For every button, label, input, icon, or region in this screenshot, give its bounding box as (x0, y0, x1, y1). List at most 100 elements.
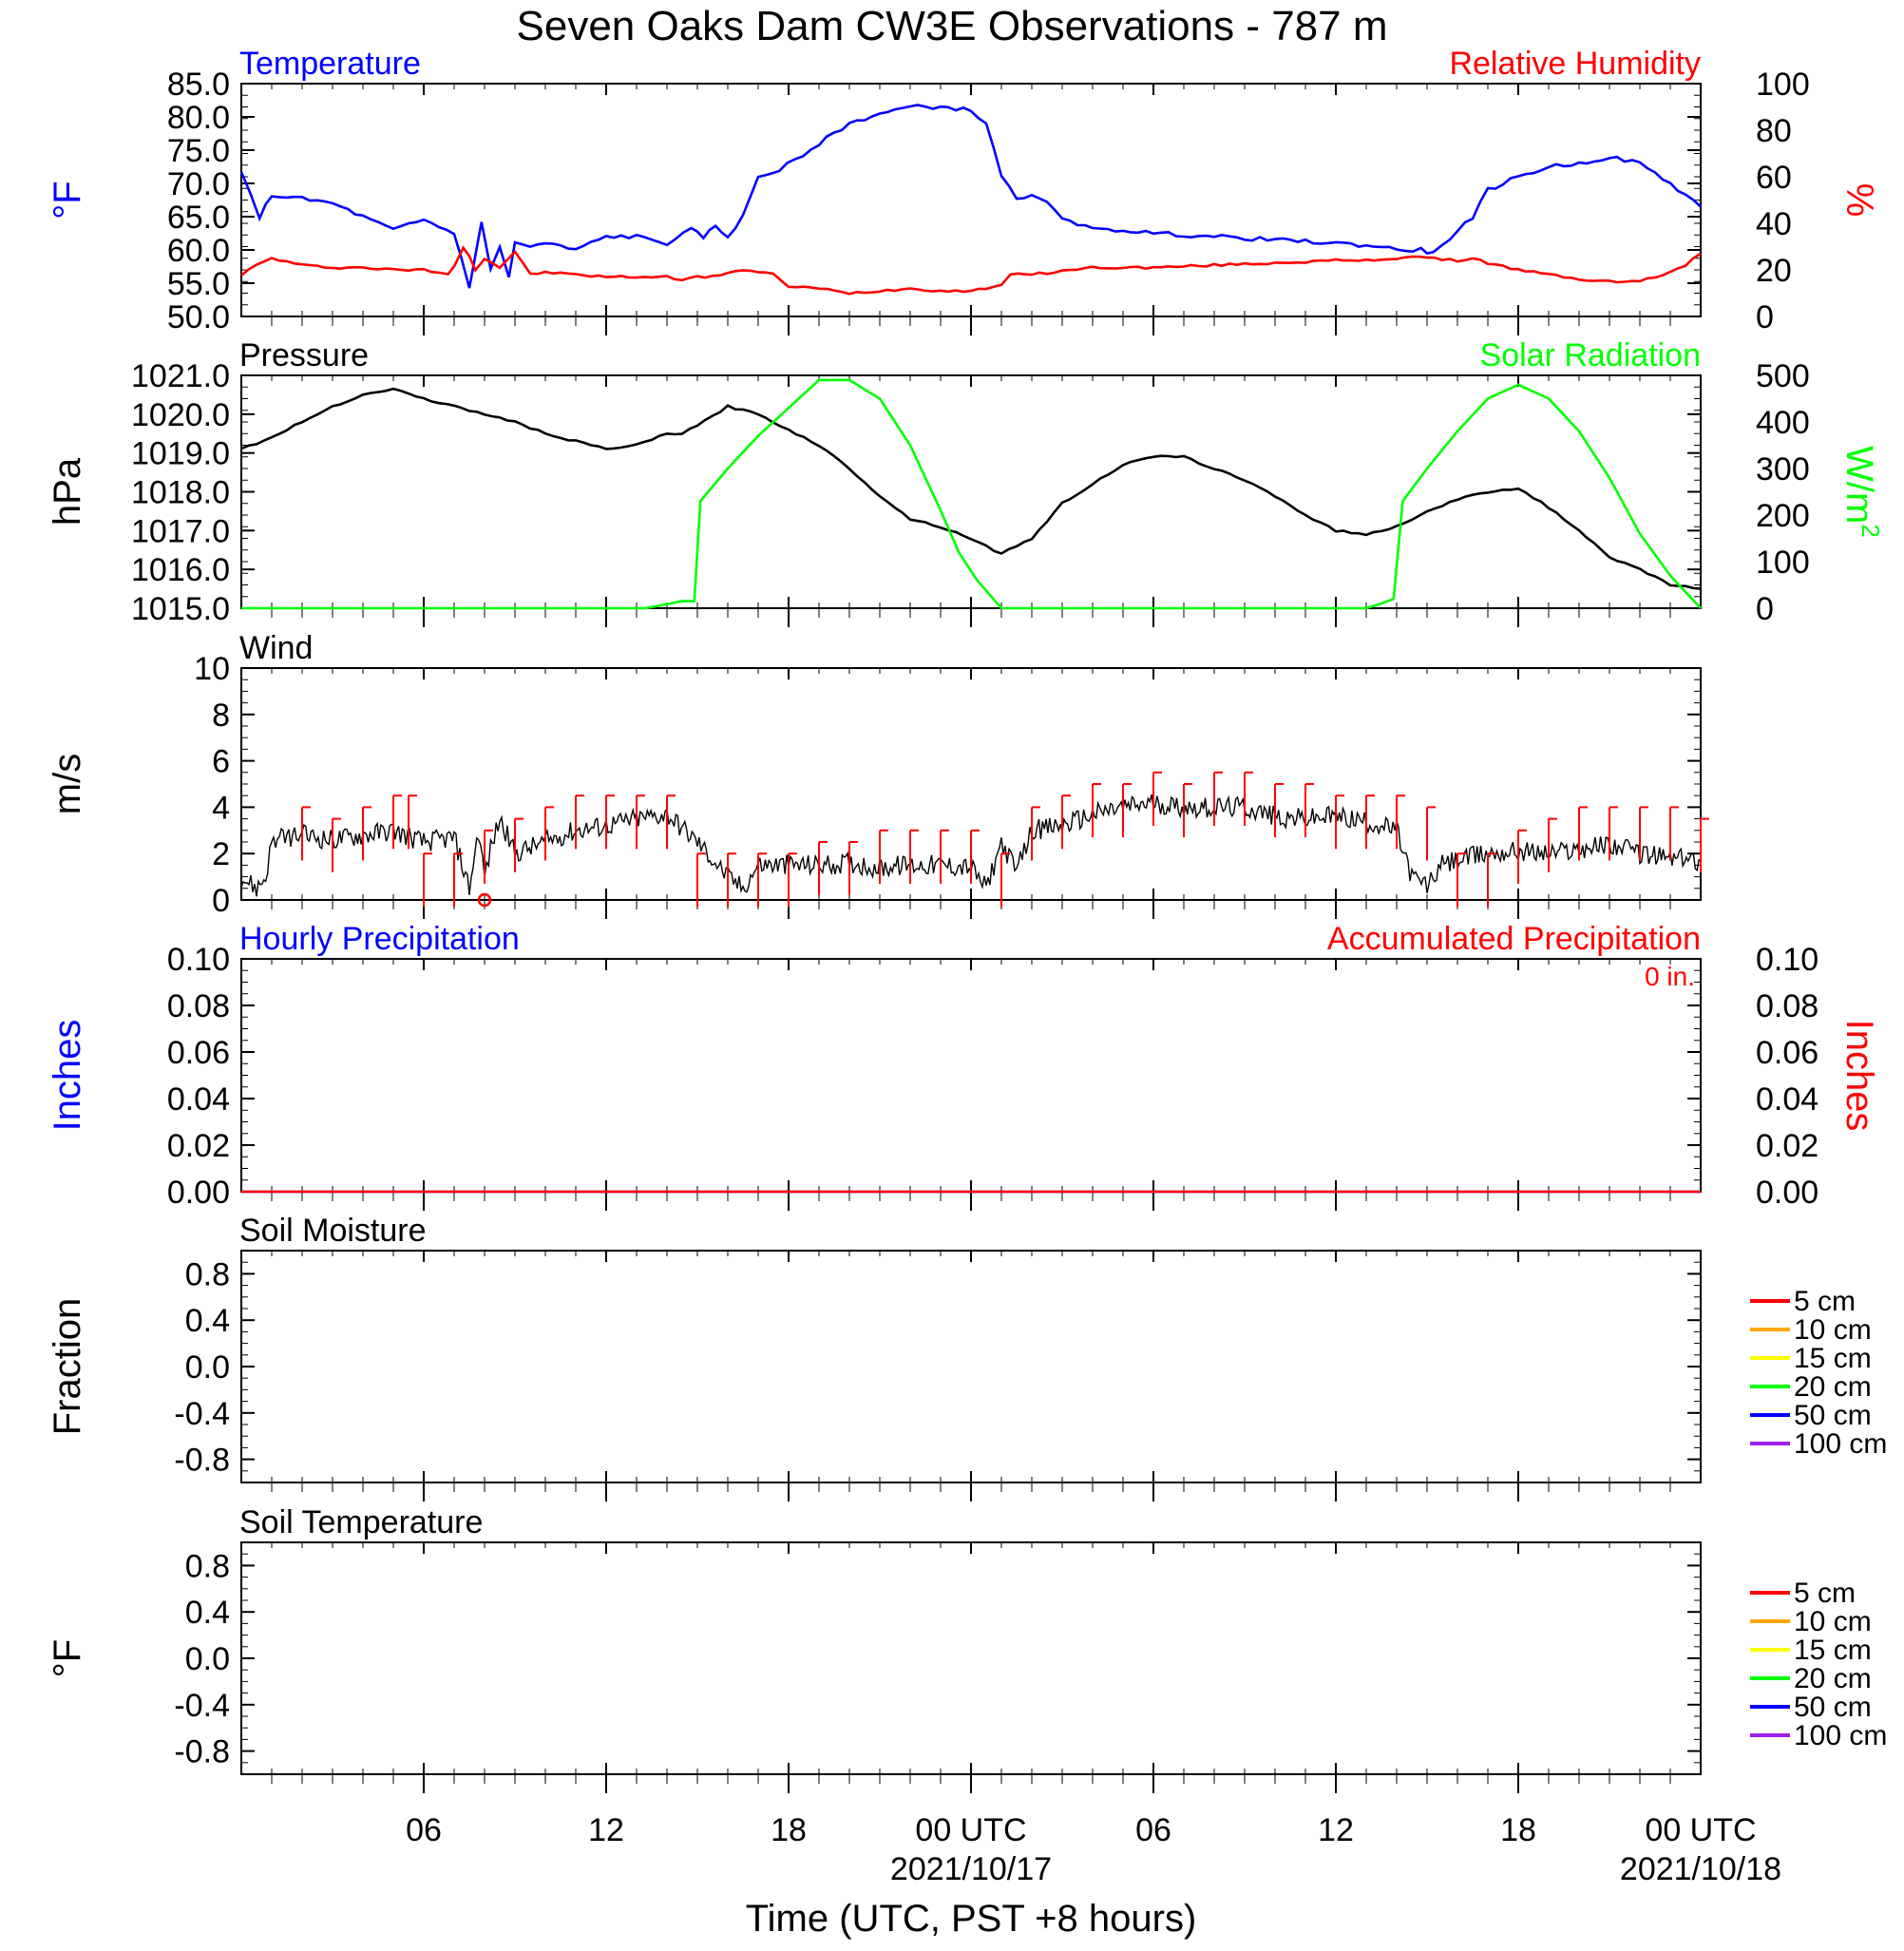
panel-title-left: Hourly Precipitation (239, 921, 520, 957)
y-axis-label-right: % (1838, 183, 1880, 218)
left-tick-label: 1021.0 (131, 358, 230, 394)
wind-barb (696, 852, 706, 908)
wind-barb (1152, 771, 1162, 826)
wind-barb (848, 841, 858, 896)
left-tick-label: 75.0 (167, 133, 230, 169)
right-tick-label: 0 (1756, 591, 1774, 627)
panel-title-left: Pressure (239, 337, 369, 373)
y-axis-label-left: °F (47, 181, 88, 219)
left-tick-label: 10 (194, 651, 230, 687)
right-tick-label: 200 (1756, 498, 1810, 534)
x-tick-label: 18 (1500, 1812, 1536, 1848)
left-tick-label: 0.00 (167, 1175, 230, 1211)
wind-barb (484, 829, 493, 884)
x-date-label: 2021/10/18 (1620, 1851, 1781, 1887)
wind-barb (1213, 771, 1223, 826)
left-tick-label: 8 (212, 698, 230, 734)
left-tick-label: 0 (212, 883, 230, 919)
x-tick-label: 06 (1135, 1812, 1171, 1848)
wind-barb (1304, 783, 1314, 838)
wind-barb (1244, 771, 1253, 826)
y-axis-label-left: hPa (47, 457, 88, 526)
left-tick-label: 0.04 (167, 1081, 230, 1118)
right-tick-label: 40 (1756, 206, 1792, 242)
panel-title-left: Soil Moisture (239, 1213, 427, 1249)
left-tick-label: 0.8 (185, 1548, 230, 1584)
legend-label: 50 cm (1794, 1400, 1872, 1431)
panel-frame (240, 374, 1702, 609)
left-tick-label: 0.02 (167, 1128, 230, 1164)
wind-barb (1274, 783, 1284, 838)
x-tick-label: 12 (1318, 1812, 1354, 1848)
left-tick-label: 0.4 (185, 1595, 230, 1631)
panel-temp_rh: 50.055.060.065.070.075.080.085.0 0 20 40 60 8… (47, 46, 1880, 335)
accum-total-label: 0 in. (1645, 962, 1695, 991)
legend-label: 100 cm (1794, 1720, 1887, 1751)
left-tick-label: 1018.0 (131, 475, 230, 511)
left-tick-label: 1017.0 (131, 513, 230, 549)
right-tick-label: 60 (1756, 160, 1792, 196)
right-tick-label: 0.04 (1756, 1081, 1818, 1118)
wind-barb (1183, 783, 1192, 838)
right-tick-label: 0.08 (1756, 988, 1818, 1024)
wind-barb (332, 817, 341, 872)
left-tick-label: 1015.0 (131, 591, 230, 627)
y-axis-label-left: °F (47, 1639, 88, 1677)
legend-label: 10 cm (1794, 1606, 1872, 1637)
wind-barb (1669, 806, 1679, 861)
left-tick-label: 0.8 (185, 1256, 230, 1292)
left-tick-label: 0.10 (167, 942, 230, 978)
right-tick-label: 500 (1756, 358, 1810, 394)
left-tick-label: 85.0 (167, 67, 230, 103)
x-tick-label: 18 (771, 1812, 807, 1848)
wind-barb (636, 794, 645, 850)
x-axis-label: Time (UTC, PST +8 hours) (746, 1898, 1197, 1940)
wind-barb (1639, 806, 1648, 861)
left-tick-label: 1019.0 (131, 436, 230, 472)
series-pressure (240, 387, 1702, 590)
legend-label: 20 cm (1794, 1371, 1872, 1403)
y-axis-label-left: Fraction (47, 1298, 88, 1436)
wind-barb (453, 852, 463, 908)
wind-barb (1548, 817, 1557, 872)
wind-barb (575, 794, 584, 850)
left-tick-label: -0.8 (174, 1734, 230, 1770)
right-tick-label: 80 (1756, 113, 1792, 149)
left-tick-label: 4 (212, 790, 230, 826)
left-tick-label: 0.0 (185, 1641, 230, 1677)
wind-barb (666, 794, 676, 850)
x-tick-label: 00 UTC (915, 1812, 1026, 1848)
panel-title-left: Soil Temperature (239, 1504, 483, 1540)
wind-barb (1609, 806, 1618, 861)
wind-barb (1396, 794, 1405, 850)
x-tick-label: 12 (588, 1812, 624, 1848)
wind-barb (970, 829, 980, 884)
left-tick-label: 70.0 (167, 166, 230, 202)
wind-barb (1061, 794, 1071, 850)
wind-barb (940, 829, 949, 884)
panel-precip: 0.00 0.02 0.04 0.06 0.08 0.10 0.00 0.02 0.04 0.06… (47, 921, 1880, 1211)
right-tick-label: 0.00 (1756, 1175, 1818, 1211)
left-tick-label: 2 (212, 836, 230, 872)
wind-barb (818, 841, 828, 896)
panel-title-right: Solar Radiation (1480, 337, 1701, 373)
x-tick-label: 00 UTC (1645, 1812, 1756, 1848)
panel-frame (240, 1541, 1702, 1775)
wind-barb (1335, 794, 1344, 850)
wind-barb (788, 852, 797, 908)
left-tick-label: 50.0 (167, 299, 230, 335)
y-axis-label-right-sup: 2 (1856, 524, 1885, 537)
left-tick-label: 0.0 (185, 1349, 230, 1386)
right-tick-label: 0.06 (1756, 1035, 1818, 1071)
left-tick-label: 65.0 (167, 200, 230, 236)
wind-barb (423, 852, 432, 908)
right-tick-label: 400 (1756, 405, 1810, 441)
wind-barb (514, 817, 524, 872)
left-tick-label: 6 (212, 744, 230, 780)
wind-barb (301, 806, 311, 861)
left-tick-label: -0.8 (174, 1443, 230, 1479)
